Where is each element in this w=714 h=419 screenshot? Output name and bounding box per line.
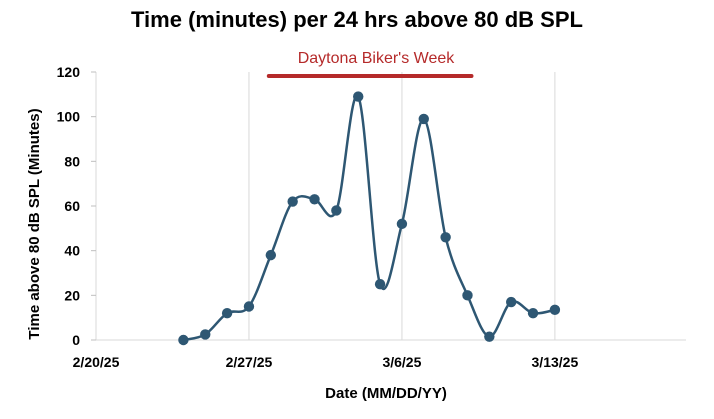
- data-point: [374, 278, 386, 290]
- data-point: [243, 301, 255, 312]
- data-point: [178, 334, 189, 346]
- axes: 2/20/25 2/27/25 3/6/25 3/13/25 0 20 40 60 80 100 1…: [57, 64, 686, 370]
- y-tick-label: 0: [72, 332, 80, 348]
- data-point: [418, 113, 429, 125]
- series-line: [183, 94, 556, 342]
- x-tick-label: 3/13/25: [532, 354, 579, 370]
- data-point: [527, 308, 539, 319]
- data-point: [505, 296, 517, 308]
- data-point: [396, 218, 408, 230]
- x-tick-label: 2/27/25: [226, 354, 273, 370]
- data-point: [440, 232, 451, 243]
- data-point: [221, 308, 233, 319]
- y-tick-label: 100: [57, 109, 81, 125]
- data-point: [549, 304, 561, 316]
- y-tick-label: 40: [64, 243, 80, 259]
- series-layer: [178, 74, 561, 346]
- y-tick-label: 60: [64, 198, 80, 214]
- y-tick-label: 80: [64, 153, 80, 169]
- data-point: [331, 205, 342, 216]
- data-point: [265, 249, 277, 261]
- annotation-label: Daytona Biker's Week: [298, 50, 456, 67]
- data-point: [484, 331, 495, 342]
- x-tick-label: 2/20/25: [73, 354, 120, 370]
- data-point: [200, 329, 211, 340]
- x-axis-label: Date (MM/DD/YY): [325, 385, 447, 402]
- chart-title: Time (minutes) per 24 hrs above 80 dB SP…: [131, 7, 583, 32]
- data-point: [462, 290, 473, 301]
- x-tick-label: 3/6/25: [382, 354, 421, 370]
- data-point: [309, 194, 320, 205]
- y-tick-label: 120: [57, 64, 81, 80]
- data-point: [353, 91, 364, 102]
- y-tick-label: 20: [64, 287, 80, 303]
- y-axis-label: Time above 80 dB SPL (Minutes): [26, 108, 43, 339]
- grid-lines: [248, 72, 556, 340]
- data-point: [287, 196, 298, 207]
